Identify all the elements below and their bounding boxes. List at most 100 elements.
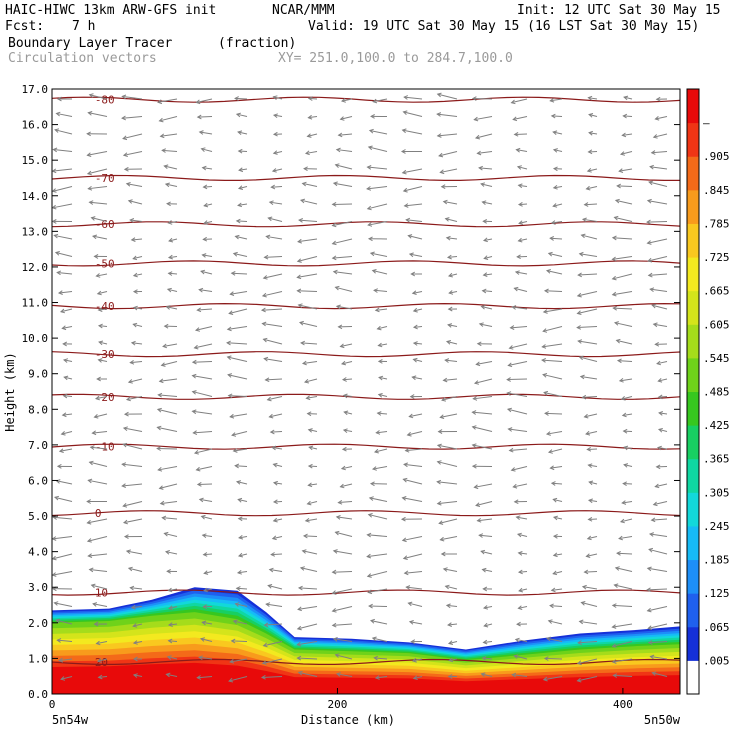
circulation-vector [164,532,178,537]
circulation-vector [269,569,283,572]
vector-arrowhead [516,532,522,538]
circulation-vector [484,623,493,627]
vector-arrowhead [620,396,626,401]
circulation-vector [62,413,73,416]
circulation-vector [304,378,318,383]
vector-arrowhead [578,251,584,257]
circulation-vector [131,342,143,345]
vector-arrowhead [473,116,479,122]
vector-arrowhead [98,340,104,346]
vector-arrowhead [230,271,236,276]
temperature-contour [52,96,680,103]
vector-arrowhead [517,183,523,189]
circulation-vector [550,237,563,240]
vector-arrowhead [201,533,207,538]
vector-arrowhead [480,182,486,187]
circulation-vector [192,375,213,380]
circulation-vector [200,638,213,642]
circulation-vector [333,271,353,275]
vector-arrowhead [191,359,197,365]
vector-arrowhead [482,586,488,592]
circulation-vector [617,552,633,555]
circulation-vector [374,289,388,292]
vector-arrowhead [234,234,240,240]
vector-arrowhead [121,462,127,467]
circulation-vector [227,326,248,330]
vector-arrowhead [368,496,374,501]
vector-arrowhead [332,549,338,554]
vector-arrowhead [622,481,628,487]
vector-arrowhead [86,499,91,504]
vector-arrowhead [335,147,341,153]
circulation-vector [648,256,668,262]
circulation-vector [375,308,388,311]
circulation-vector [158,466,178,471]
vector-arrowhead [367,513,373,518]
vector-arrowhead [261,660,267,665]
circulation-vector [230,413,248,418]
vector-arrowhead [129,585,135,591]
vector-arrowhead [158,117,164,123]
vector-arrowhead [577,339,583,344]
circulation-vector [657,446,668,450]
vector-arrowhead [157,392,163,398]
vector-arrowhead [86,538,92,543]
circulation-vector [197,676,213,679]
circulation-vector [272,446,283,450]
circulation-vector [516,149,528,152]
vector-arrowhead [271,445,277,451]
vector-arrowhead [129,218,135,223]
circulation-vector [548,252,563,257]
circulation-vector [298,671,318,677]
circulation-vector [553,498,563,502]
circulation-vector [649,533,668,537]
vector-arrowhead [444,358,450,363]
circulation-vector [588,464,598,467]
vector-arrowhead [447,272,453,278]
vector-arrowhead [646,587,651,593]
circulation-vector [97,658,108,662]
vector-arrowhead [515,515,521,520]
vector-arrowhead [203,202,209,208]
circulation-vector [588,97,598,100]
vector-arrowhead [542,373,548,378]
circulation-vector [89,201,108,205]
circulation-vector [297,606,318,610]
vector-arrowhead [164,550,170,555]
circulation-vector [648,623,668,629]
circulation-vector [64,376,73,380]
circulation-vector [122,95,143,100]
vector-arrowhead [471,425,477,430]
circulation-vector [89,461,108,467]
vector-arrowhead [588,130,593,136]
circulation-vector [273,114,283,117]
vector-arrowhead [158,485,164,490]
vector-arrowhead [615,338,621,344]
vector-arrowhead [303,166,308,172]
vector-arrowhead [202,184,208,190]
vector-arrowhead [57,290,63,295]
vector-arrowhead [583,202,589,207]
vector-arrowhead [87,553,93,558]
vector-arrowhead [412,307,418,313]
tracer-band [52,662,680,694]
vector-arrowhead [403,462,408,468]
vector-arrowhead [272,150,278,155]
contour-label: -70 [95,172,115,185]
circulation-vector [122,116,143,119]
colorbar-swatch [687,458,699,493]
circulation-vector [196,98,213,103]
circulation-vector [370,620,388,625]
circulation-vector [513,483,528,488]
circulation-vector [269,201,283,205]
colorbar-label: .065 [703,621,730,634]
vector-arrowhead [331,201,337,207]
valid-time: Valid: 19 UTC Sat 30 May 15 (16 LST Sat … [308,19,700,34]
circulation-vector [264,623,283,626]
vector-arrowhead [408,413,414,419]
vector-arrowhead [513,131,519,137]
vector-arrowhead [549,465,555,471]
vector-arrowhead [613,321,619,326]
circulation-vector [369,497,388,502]
vector-arrowhead [237,185,244,190]
